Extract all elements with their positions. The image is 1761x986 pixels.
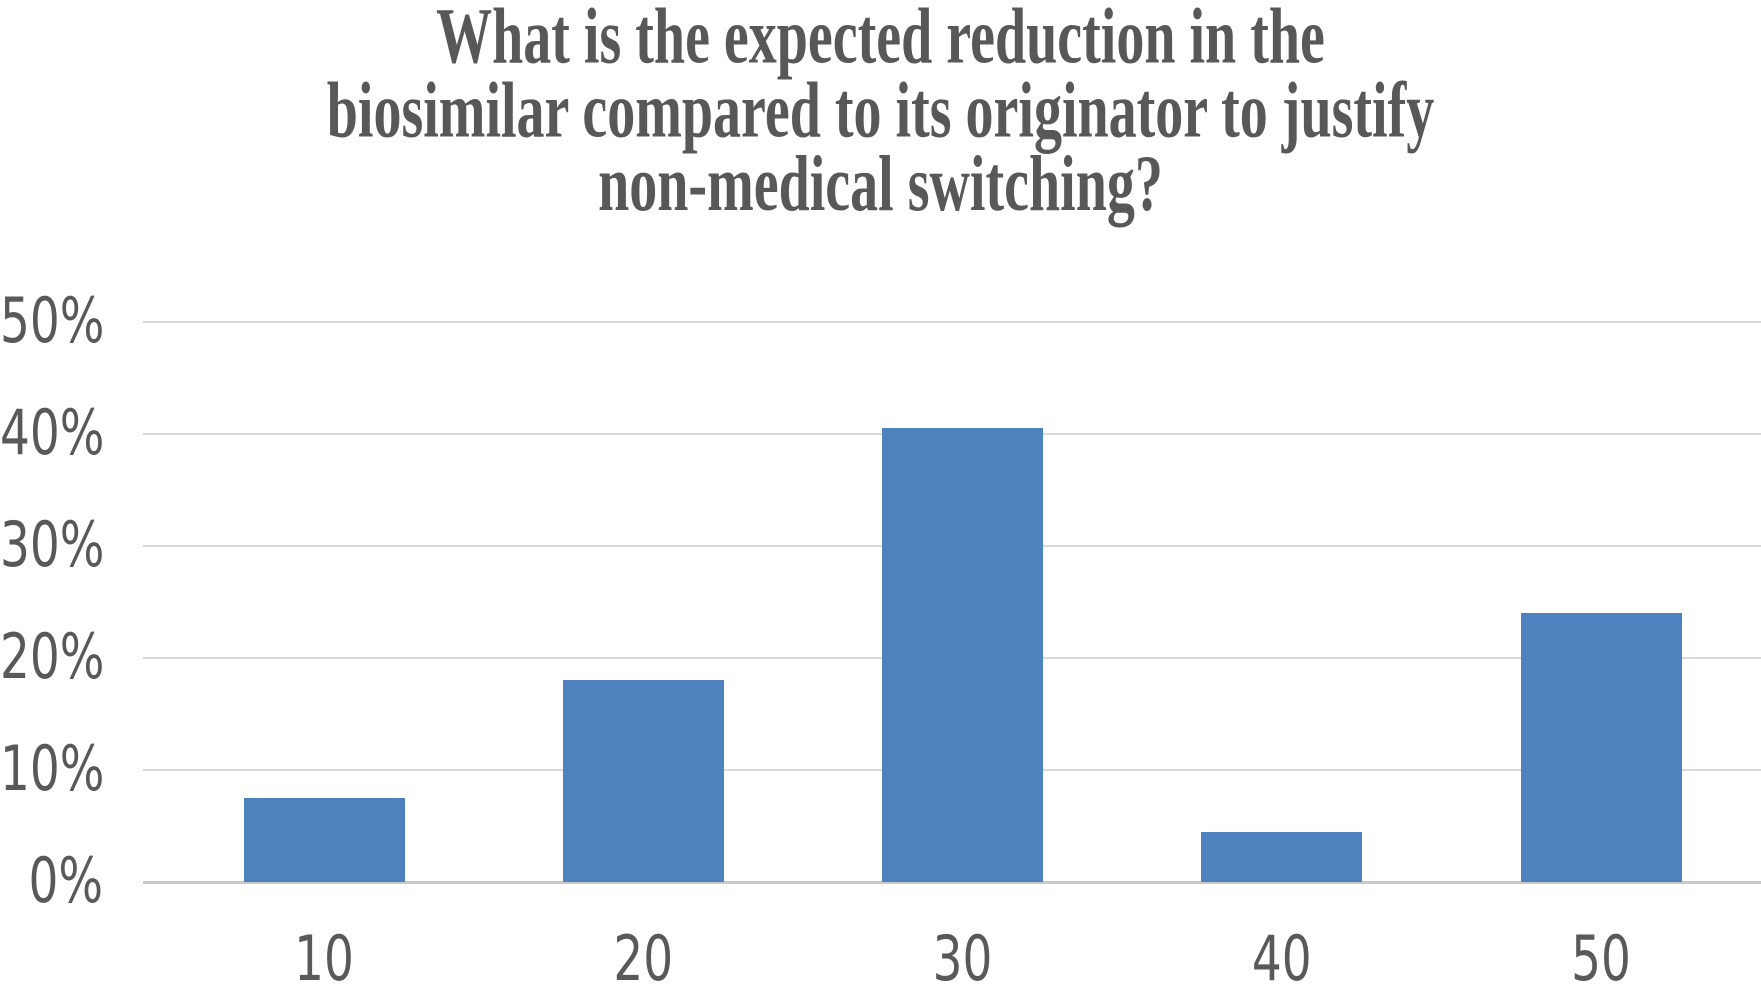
bar-category-40 [1201, 831, 1363, 882]
y-axis-tick-label: 10% [0, 733, 105, 806]
y-axis-tick-label: 30% [0, 509, 105, 582]
y-axis-tick-label: 20% [0, 621, 105, 694]
x-axis-tick-label: 40 [1251, 923, 1312, 986]
y-axis-tick-label: 0% [28, 845, 103, 918]
x-axis-tick-label: 20 [613, 923, 674, 986]
bar-category-50 [1520, 613, 1682, 882]
x-axis-tick-label: 50 [1571, 923, 1631, 986]
gridline [143, 321, 1761, 323]
y-axis-tick-label: 40% [0, 397, 105, 470]
bar-category-30 [882, 428, 1043, 882]
x-axis-baseline [143, 881, 1761, 884]
x-axis-tick-label: 30 [932, 923, 993, 986]
bar-category-20 [562, 680, 724, 882]
x-axis-tick-label: 10 [294, 923, 354, 986]
chart-title-line: What is the expected reduction in the [436, 0, 1325, 81]
chart-title: What is the expected reduction in the bio… [0, 0, 1761, 229]
chart-title-line: biosimilar compared to its originator to… [326, 66, 1435, 155]
bar-category-10 [243, 798, 405, 882]
chart-title-line: non-medical switching? [598, 140, 1163, 229]
y-axis-tick-label: 50% [0, 285, 105, 358]
